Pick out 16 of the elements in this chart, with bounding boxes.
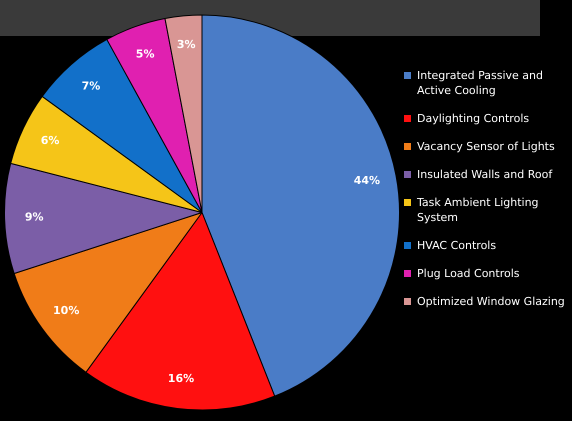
data-label: 5% — [136, 47, 154, 60]
data-label: 9% — [24, 210, 44, 224]
data-label: 44% — [354, 174, 380, 187]
data-label: 16% — [168, 372, 194, 385]
data-label: 6% — [40, 134, 60, 147]
legend-label: Insulated Walls and Roof — [417, 167, 552, 182]
legend-label: Task Ambient Lighting System — [417, 195, 540, 225]
legend-label: Daylighting Controls — [417, 111, 530, 126]
legend-label: Optimized Window Glazing — [417, 294, 565, 309]
legend-label: Vacancy Sensor of Lights — [417, 139, 555, 154]
legend-label: Plug Load Controls — [417, 266, 520, 281]
data-label: 10% — [53, 304, 80, 318]
legend-label: Integrated Passive and Active Cooling — [417, 68, 544, 98]
data-label: 7% — [82, 79, 100, 92]
data-label: 3% — [176, 38, 196, 52]
legend-label: HVAC Controls — [417, 238, 496, 253]
